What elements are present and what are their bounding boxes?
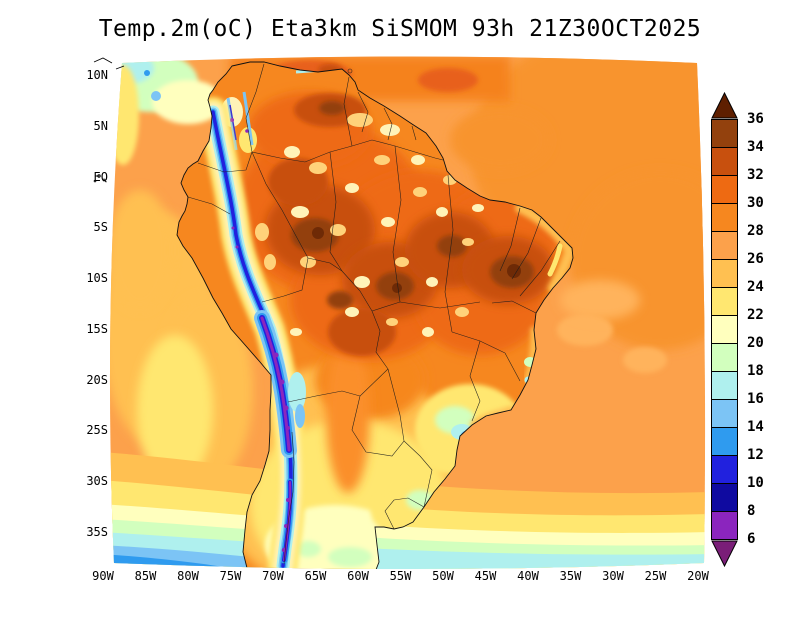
colorbar-tick-label: 30	[747, 195, 764, 211]
colorbar-tick-label: 6	[747, 531, 756, 547]
colorbar-tick-label: 8	[747, 503, 756, 519]
colorbar-tick-label: 14	[747, 419, 764, 435]
colorbar-tick-label: 32	[747, 167, 764, 183]
colorbar-tick-label: 28	[747, 223, 764, 239]
colorbar-arrow-bottom	[711, 540, 738, 567]
colorbar: 36 34 32 30 28 26 24 22 20 18 16 14 12 10 8 6	[711, 92, 783, 567]
colorbar-tick-label: 18	[747, 363, 764, 379]
colorbar-box	[711, 287, 738, 316]
colorbar-box	[711, 483, 738, 512]
colorbar-arrow-bottom-shape	[711, 540, 738, 567]
colorbar-boxes	[711, 119, 783, 540]
coastline	[176, 61, 574, 569]
colorbar-tick-label: 10	[747, 475, 764, 491]
colorbar-tick-label: 24	[747, 279, 764, 295]
country-borders	[187, 63, 561, 565]
colorbar-tick-label: 36	[747, 111, 764, 127]
colorbar-box	[711, 455, 738, 484]
colorbar-tick-label: 26	[747, 251, 764, 267]
plot-title: Temp.2m(oC) Eta3km SiSMOM 93h 21Z30OCT20…	[98, 16, 702, 42]
colorbar-box	[711, 399, 738, 428]
central-america-coast	[93, 57, 125, 70]
colorbar-box	[711, 231, 738, 260]
colorbar-tick-label: 12	[747, 447, 764, 463]
colorbar-tick-label: 22	[747, 307, 764, 323]
convective-cool-speckles	[255, 113, 508, 337]
colorbar-tick-label: 16	[747, 391, 764, 407]
colorbar-arrow-top-shape	[711, 92, 738, 119]
colorbar-box	[711, 511, 738, 540]
colorbar-tick-label: 34	[747, 139, 764, 155]
colorbar-labels: 36 34 32 30 28 26 24 22 20 18 16 14 12 10 8 6	[711, 92, 783, 572]
colorbar-box	[711, 259, 738, 288]
colorbar-arrow-top	[711, 92, 738, 119]
colorbar-tick-label: 20	[747, 335, 764, 351]
colorbar-box	[711, 203, 738, 232]
galapagos-islands	[93, 174, 106, 183]
